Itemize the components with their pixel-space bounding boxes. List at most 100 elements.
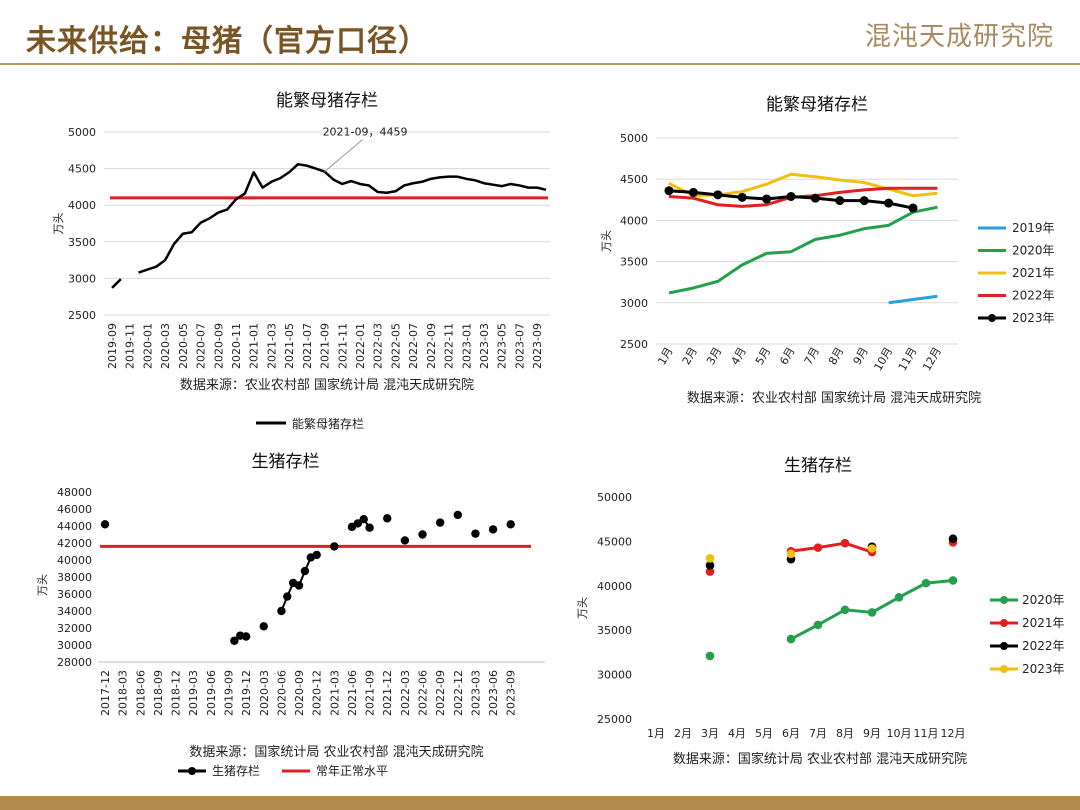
chart-br-legend-marker xyxy=(1000,596,1008,604)
chart-tr-y-tick-label: 3500 xyxy=(620,256,648,269)
chart-br-source: 数据来源：国家统计局 农业农村部 混沌天成研究院 xyxy=(673,751,967,767)
chart-tr-y-axis-label: 万头 xyxy=(600,230,613,252)
chart-tr-data-point xyxy=(737,192,747,202)
chart-tl-annotation: 2021-09，4459 xyxy=(323,126,408,139)
chart-bl-x-tick-label: 2020-12 xyxy=(311,670,324,716)
chart-bl-y-axis-label: 万头 xyxy=(36,574,49,596)
chart-tl-x-tick-label: 2022-05 xyxy=(389,323,402,369)
chart-tl-y-tick-label: 4000 xyxy=(68,199,96,212)
chart-br-legend-label: 2022年 xyxy=(1022,639,1065,653)
chart-br-data-point xyxy=(948,534,958,544)
chart-tl-source: 数据来源：农业农村部 国家统计局 混沌天成研究院 xyxy=(180,377,474,393)
chart-tr-source: 数据来源：农业农村部 国家统计局 混沌天成研究院 xyxy=(687,390,981,406)
chart-tl-x-tick-label: 2021-09 xyxy=(319,323,332,369)
chart-br-data-point xyxy=(867,608,877,617)
chart-tl-x-tick-label: 2021-07 xyxy=(301,323,314,369)
chart-tr-x-tick-label: 5月 xyxy=(753,345,773,367)
chart-bl-x-tick-label: 2018-12 xyxy=(170,670,183,716)
chart-bl-x-tick-label: 2020-03 xyxy=(258,670,271,716)
chart-tr-y-tick-label: 2500 xyxy=(620,338,648,351)
chart-br-y-tick-label: 35000 xyxy=(597,624,632,637)
chart-tl-annotation-leader xyxy=(324,139,363,172)
chart-br-y-axis-label: 万头 xyxy=(576,597,589,619)
chart-bl-x-tick-label: 2018-09 xyxy=(152,670,165,716)
chart-br-legend-label: 2020年 xyxy=(1022,593,1065,607)
chart-tl-x-tick-label: 2023-01 xyxy=(460,323,473,369)
chart-bl-y-tick-label: 32000 xyxy=(57,622,92,635)
chart-br-title: 生猪存栏 xyxy=(784,456,852,476)
chart-tl-title: 能繁母猪存栏 xyxy=(276,91,378,111)
chart-bl-data-point xyxy=(277,606,286,616)
chart-bl-y-tick-label: 30000 xyxy=(57,639,92,652)
chart-tr-data-point xyxy=(859,196,869,206)
chart-bl-data-point xyxy=(435,518,445,527)
brand-logo: 混沌天成研究院 xyxy=(864,22,1054,52)
chart-bl-data-point xyxy=(259,622,268,631)
chart-br-data-point xyxy=(705,553,715,563)
chart-tr-data-point xyxy=(786,192,796,202)
chart-bl-data-point xyxy=(365,523,374,532)
chart-bl-x-tick-label: 2018-06 xyxy=(134,670,147,716)
chart-tl-x-tick-label: 2023-07 xyxy=(513,323,526,369)
chart-tr-x-tick-label: 10月 xyxy=(871,345,895,373)
chart-tr-x-tick-label: 2月 xyxy=(680,345,700,367)
chart-tr-y-tick-label: 3000 xyxy=(620,297,648,310)
chart-br-data-point xyxy=(705,651,715,661)
chart-br-data-point xyxy=(705,567,715,576)
chart-tr-data-point xyxy=(664,186,674,196)
chart-tl-x-tick-label: 2022-03 xyxy=(372,323,385,369)
chart-br-legend-label: 2023年 xyxy=(1022,662,1065,676)
chart-br-x-tick-label: 10月 xyxy=(887,727,912,740)
chart-bl-x-tick-label: 2023-06 xyxy=(487,670,500,716)
chart-bl-x-tick-label: 2019-12 xyxy=(240,670,253,716)
page-title: 未来供给：母猪（官方口径） xyxy=(26,24,429,59)
chart-tr-x-tick-label: 9月 xyxy=(851,345,871,367)
chart-bl-data-point xyxy=(230,636,239,645)
chart-tl-x-tick-label: 2020-03 xyxy=(159,323,172,369)
chart-br-x-tick-label: 5月 xyxy=(755,727,773,740)
chart-tr-series-line xyxy=(668,172,938,198)
chart-tl-x-tick-label: 2022-11 xyxy=(443,323,456,369)
chart-br-y-tick-label: 45000 xyxy=(597,535,632,548)
chart-bl-data-point xyxy=(506,520,515,529)
chart-tl-y-tick-label: 4500 xyxy=(68,163,96,176)
chart-bl-data-point xyxy=(471,529,480,538)
chart-br-y-tick-label: 25000 xyxy=(597,713,632,726)
footer-bar xyxy=(0,796,1080,810)
chart-tr-y-tick-label: 5000 xyxy=(620,132,648,145)
chart-br-x-tick-label: 9月 xyxy=(863,727,881,740)
chart-bl-x-tick-label: 2019-06 xyxy=(205,670,218,716)
chart-bl-y-tick-label: 28000 xyxy=(57,656,92,669)
chart-tr-title: 能繁母猪存栏 xyxy=(766,95,868,115)
chart-bl-data-point xyxy=(330,542,339,551)
chart-br-legend-marker xyxy=(1000,665,1008,673)
chart-tl-x-tick-label: 2021-05 xyxy=(283,323,296,369)
chart-tl-x-tick-label: 2021-03 xyxy=(265,323,278,369)
chart-bl-y-tick-label: 40000 xyxy=(57,554,92,567)
chart-tl-y-tick-label: 2500 xyxy=(68,309,96,322)
chart-br-data-point xyxy=(705,561,715,570)
chart-bl-x-tick-label: 2017-12 xyxy=(99,670,112,716)
chart-br-x-tick-label: 6月 xyxy=(782,727,800,740)
chart-bl-y-tick-label: 38000 xyxy=(57,571,92,584)
chart-tl-x-tick-label: 2021-11 xyxy=(336,323,349,369)
chart-tl-legend-label: 能繁母猪存栏 xyxy=(292,416,364,431)
chart-bl-y-tick-label: 34000 xyxy=(57,605,92,618)
chart-bl-x-tick-label: 2022-03 xyxy=(399,670,412,716)
chart-tl-x-tick-label: 2021-01 xyxy=(248,323,261,369)
chart-br-data-point xyxy=(921,578,931,588)
chart-bl-data-point xyxy=(312,550,321,560)
chart-bl-data-point xyxy=(241,632,251,641)
chart-bl-x-tick-label: 2020-09 xyxy=(293,670,306,716)
chart-tr-series-line xyxy=(668,205,938,295)
chart-br-x-tick-label: 2月 xyxy=(674,727,692,740)
chart-br-x-tick-label: 1月 xyxy=(647,727,665,740)
chart-br-data-point xyxy=(813,543,823,552)
chart-br-data-point xyxy=(840,538,850,548)
chart-br-x-tick-label: 11月 xyxy=(914,727,939,740)
chart-tl-y-tick-label: 3000 xyxy=(68,272,96,285)
chart-tl-x-tick-label: 2020-05 xyxy=(177,323,190,369)
chart-bl-x-tick-label: 2019-03 xyxy=(187,670,200,716)
chart-bl-x-tick-label: 2021-09 xyxy=(364,670,377,716)
